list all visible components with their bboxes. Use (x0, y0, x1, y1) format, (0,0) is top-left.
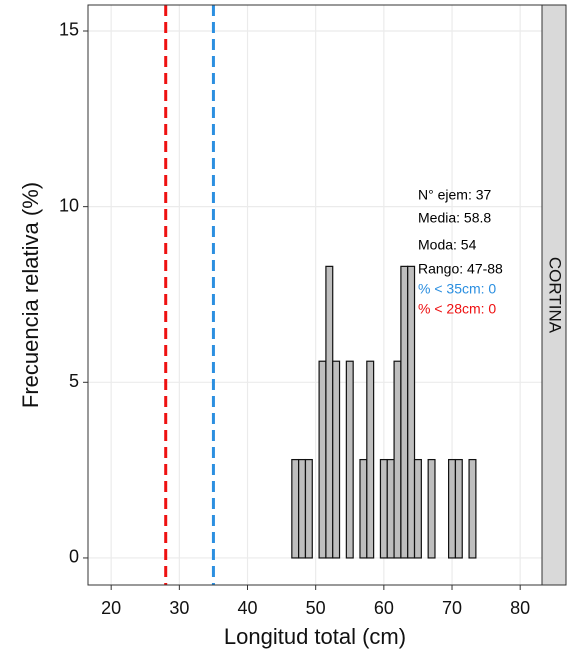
x-tick-label: 30 (169, 598, 189, 618)
bar (304, 458, 313, 559)
y-tick-label: 15 (59, 20, 79, 40)
panel (88, 5, 542, 585)
facet-label: CORTINA (546, 257, 565, 334)
x-tick-label: 50 (306, 598, 326, 618)
bar (407, 265, 416, 559)
panel-border (87, 4, 543, 586)
bar (413, 458, 422, 559)
bar (345, 360, 354, 559)
bar (318, 360, 327, 559)
annotation: % < 28cm: 0 (418, 301, 496, 317)
bar (379, 458, 388, 559)
bar (448, 458, 457, 559)
x-tick-label: 40 (237, 598, 257, 618)
bar (298, 458, 307, 559)
y-axis-title: Frecuencia relativa (%) (18, 182, 43, 408)
bar (366, 360, 375, 559)
annotation: % < 35cm: 0 (418, 281, 496, 297)
bar (332, 360, 341, 559)
x-tick-label: 20 (101, 598, 121, 618)
bar (359, 458, 368, 559)
bar (393, 360, 402, 559)
y-tick-label: 10 (59, 195, 79, 215)
bar (454, 458, 463, 559)
annotation: Moda: 54 (418, 237, 477, 253)
x-tick-label: 80 (510, 598, 530, 618)
x-axis-title: Longitud total (cm) (224, 624, 406, 649)
y-tick-label: 5 (69, 371, 79, 391)
bar (386, 458, 395, 559)
bar (427, 458, 436, 559)
annotation: Rango: 47-88 (418, 261, 503, 277)
x-tick-label: 60 (374, 598, 394, 618)
bar (468, 458, 477, 559)
bar (291, 458, 300, 559)
annotation: Media: 58.8 (418, 210, 491, 226)
facet-strip (541, 4, 567, 586)
bar (325, 265, 334, 559)
y-tick-label: 0 (69, 547, 79, 567)
annotation: N° ejem: 37 (418, 187, 492, 203)
bar (400, 265, 409, 559)
x-tick-label: 70 (442, 598, 462, 618)
